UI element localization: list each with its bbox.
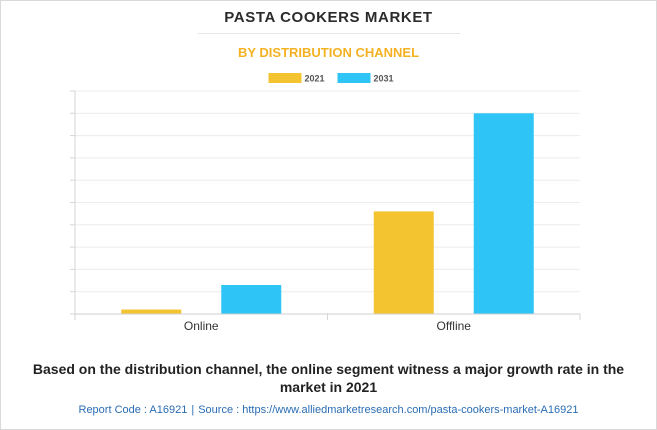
- bar-online-2021: [121, 309, 182, 314]
- chart-legend: 2021 2031: [268, 73, 394, 84]
- x-tick-label-online: Online: [184, 319, 219, 333]
- footer-separator: |: [191, 404, 195, 416]
- chart-axes: [70, 90, 581, 320]
- chart-bars: [121, 113, 534, 314]
- chart-title: PASTA COOKERS MARKET: [224, 9, 433, 26]
- chart-subtitle: BY DISTRIBUTION CHANNEL: [237, 45, 420, 60]
- legend-label-2021: 2021: [305, 74, 325, 84]
- bar-chart: 2021 2031 Online Offline: [70, 73, 581, 333]
- legend-swatch-2021: [268, 73, 302, 83]
- legend-swatch-2031: [337, 73, 371, 83]
- bar-offline-2031: [473, 113, 534, 314]
- bar-online-2031: [221, 285, 282, 314]
- source-footer: Report Code : A16921 | Source : https://ww…: [0, 404, 657, 416]
- legend-label-2031: 2031: [374, 74, 394, 84]
- chart-caption: Based on the distribution channel, the o…: [32, 361, 625, 395]
- source-link[interactable]: Source : https://www.alliedmarketresearc…: [198, 404, 579, 416]
- x-axis-labels: Online Offline: [184, 319, 471, 333]
- report-code: Report Code : A16921: [78, 404, 188, 416]
- x-tick-label-offline: Offline: [437, 319, 472, 333]
- title-divider: [198, 33, 460, 34]
- bar-offline-2021: [373, 211, 434, 314]
